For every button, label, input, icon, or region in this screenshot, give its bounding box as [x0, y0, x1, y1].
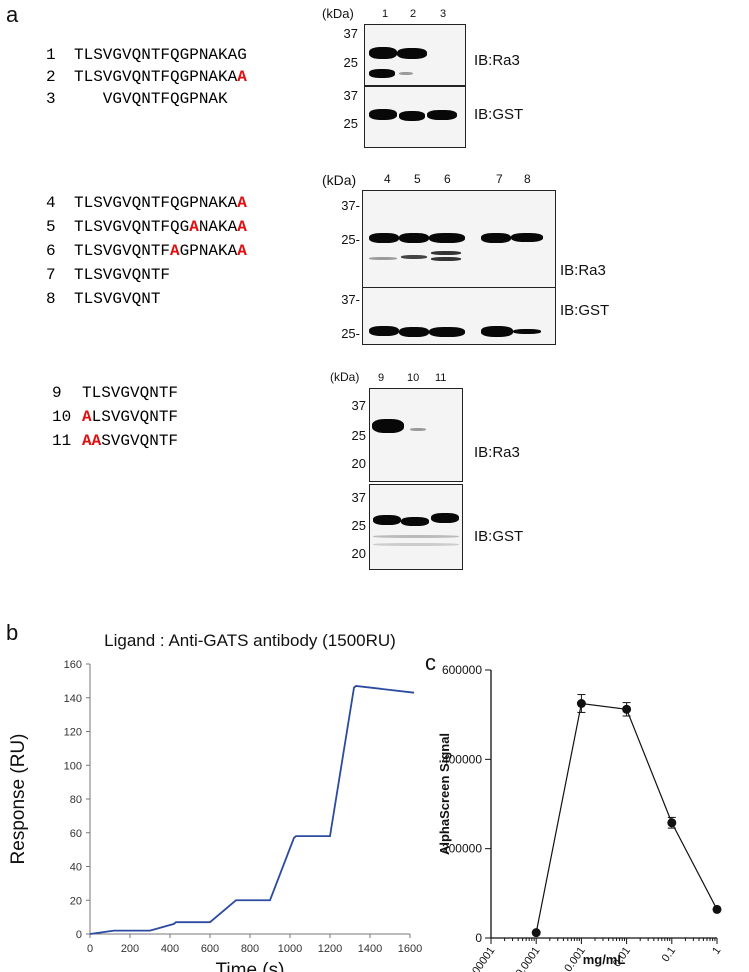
blot-gst-2 — [362, 287, 556, 345]
mw-20-3b: 20 — [351, 546, 366, 561]
x-tick-label: 0.1 — [660, 945, 679, 964]
peptide-row-11: 11 AASVGVQNTF — [52, 432, 179, 450]
lane-label-2: 2 — [410, 8, 417, 20]
y-tick-label: 120 — [64, 727, 82, 739]
x-tick-label: 1 — [710, 945, 723, 957]
blot-ra3-2 — [362, 190, 556, 288]
lane-label-7: 7 — [496, 172, 503, 186]
mw-25-2: 25- — [341, 232, 360, 247]
lane-label-6: 6 — [444, 172, 451, 186]
y-tick-label: 40 — [70, 862, 82, 874]
x-tick-label: 200 — [121, 943, 139, 955]
ib-ra3-3: IB:Ra3 — [474, 444, 520, 461]
panel-b-label: b — [6, 620, 19, 645]
mw-20-3: 20 — [351, 456, 366, 471]
peptide-row-7: 7 TLSVGVQNTF — [46, 266, 171, 284]
ib-gst-2: IB:GST — [560, 302, 610, 319]
ib-gst-3: IB:GST — [474, 528, 524, 545]
x-tick-label: 400 — [161, 943, 179, 955]
lane-label-3: 3 — [440, 8, 447, 20]
x-tick-label: 1400 — [358, 943, 382, 955]
peptide-row-10: 10 ALSVGVQNTF — [52, 408, 179, 426]
mw-25-1b: 25 — [343, 116, 358, 131]
mw-25-2b: 25- — [341, 326, 360, 341]
mw-37-1b: 37 — [343, 88, 358, 103]
y-tick-label: 80 — [70, 794, 82, 806]
lane-label-8: 8 — [524, 172, 531, 186]
kda-label-1: (kDa) — [322, 6, 354, 21]
peptide-row-9: 9 TLSVGVQNTF — [52, 384, 179, 402]
peptide-row-6: 6 TLSVGVQNTFAGPNAKAA — [46, 242, 247, 260]
y-axis-label: AlphaScreen Signal — [437, 733, 452, 855]
ib-ra3-1: IB:Ra3 — [474, 52, 520, 69]
y-tick-label: 600000 — [442, 663, 482, 677]
blot-ra3-1 — [364, 24, 466, 86]
x-tick-label: 1200 — [318, 943, 342, 955]
y-tick-label: 160 — [64, 659, 82, 671]
peptide-row-8: 8 TLSVGVQNT — [46, 290, 161, 308]
x-tick-label: 0.00001 — [465, 945, 498, 972]
mw-37-2: 37- — [341, 198, 360, 213]
x-tick-label: 1000 — [278, 943, 302, 955]
kda-label-3: (kDa) — [330, 370, 360, 384]
x-tick-label: 600 — [201, 943, 219, 955]
y-tick-label: 20 — [70, 895, 82, 907]
x-axis-label: mg/mL — [583, 952, 626, 967]
lane-label-9: 9 — [378, 372, 385, 384]
lane-label-5: 5 — [414, 172, 421, 186]
sensorgram-line — [89, 684, 415, 935]
x-tick-label: 1600 — [398, 943, 422, 955]
kda-label-2: (kDa) — [322, 172, 357, 188]
x-axis-label: Time (s) — [216, 960, 285, 972]
mw-25-1: 25 — [343, 55, 358, 70]
x-tick-label: 0.0001 — [514, 945, 543, 972]
y-axis-label: Response (RU) — [8, 734, 29, 865]
mw-25-3: 25 — [351, 428, 366, 443]
y-tick-label: 140 — [64, 693, 82, 705]
lane-label-4: 4 — [384, 172, 391, 186]
y-tick-label: 200000 — [442, 842, 482, 856]
y-tick-label: 100 — [64, 760, 82, 772]
x-tick-label: 800 — [241, 943, 259, 955]
peptide-row-5: 5 TLSVGVQNTFQGANAKAA — [46, 218, 247, 236]
mw-25-3b: 25 — [351, 518, 366, 533]
chart-title: Ligand : Anti-GATS antibody (1500RU) — [104, 631, 396, 650]
mw-37-3b: 37 — [351, 490, 366, 505]
data-point — [667, 818, 677, 828]
ib-ra3-2: IB:Ra3 — [560, 262, 606, 279]
lane-label-11: 11 — [435, 372, 447, 384]
y-tick-label: 400000 — [442, 752, 482, 766]
data-line — [535, 702, 718, 933]
data-point — [622, 704, 632, 714]
x-tick-label: 0 — [87, 943, 93, 955]
y-tick-label: 60 — [70, 828, 82, 840]
panel-a-label: a — [6, 2, 19, 27]
mw-37-3: 37 — [351, 398, 366, 413]
y-tick-label: 0 — [475, 931, 482, 945]
lane-label-10: 10 — [407, 372, 420, 384]
peptide-row-2: 2 TLSVGVQNTFQGPNAKAA — [46, 68, 247, 86]
peptide-row-1: 1 TLSVGVQNTFQGPNAKAG — [46, 46, 247, 64]
peptide-row-4: 4 TLSVGVQNTFQGPNAKAA — [46, 194, 247, 212]
lane-label-1: 1 — [382, 8, 389, 20]
mw-37-2b: 37- — [341, 292, 360, 307]
ib-gst-1: IB:GST — [474, 106, 524, 123]
data-point — [712, 904, 722, 914]
y-tick-label: 0 — [76, 929, 82, 941]
peptide-row-3: 3 VGVQNTFQGPNAK — [46, 90, 228, 108]
blot-ra3-3 — [369, 388, 463, 482]
mw-37-1: 37 — [343, 26, 358, 41]
spr-chart: Ligand : Anti-GATS antibody (1500RU) 0 20 4… — [8, 631, 422, 972]
blot-gst-3 — [369, 484, 463, 570]
data-point — [576, 699, 586, 708]
panel-c-label: c — [425, 650, 436, 675]
data-point — [531, 928, 541, 938]
blot-gst-1 — [364, 86, 466, 148]
